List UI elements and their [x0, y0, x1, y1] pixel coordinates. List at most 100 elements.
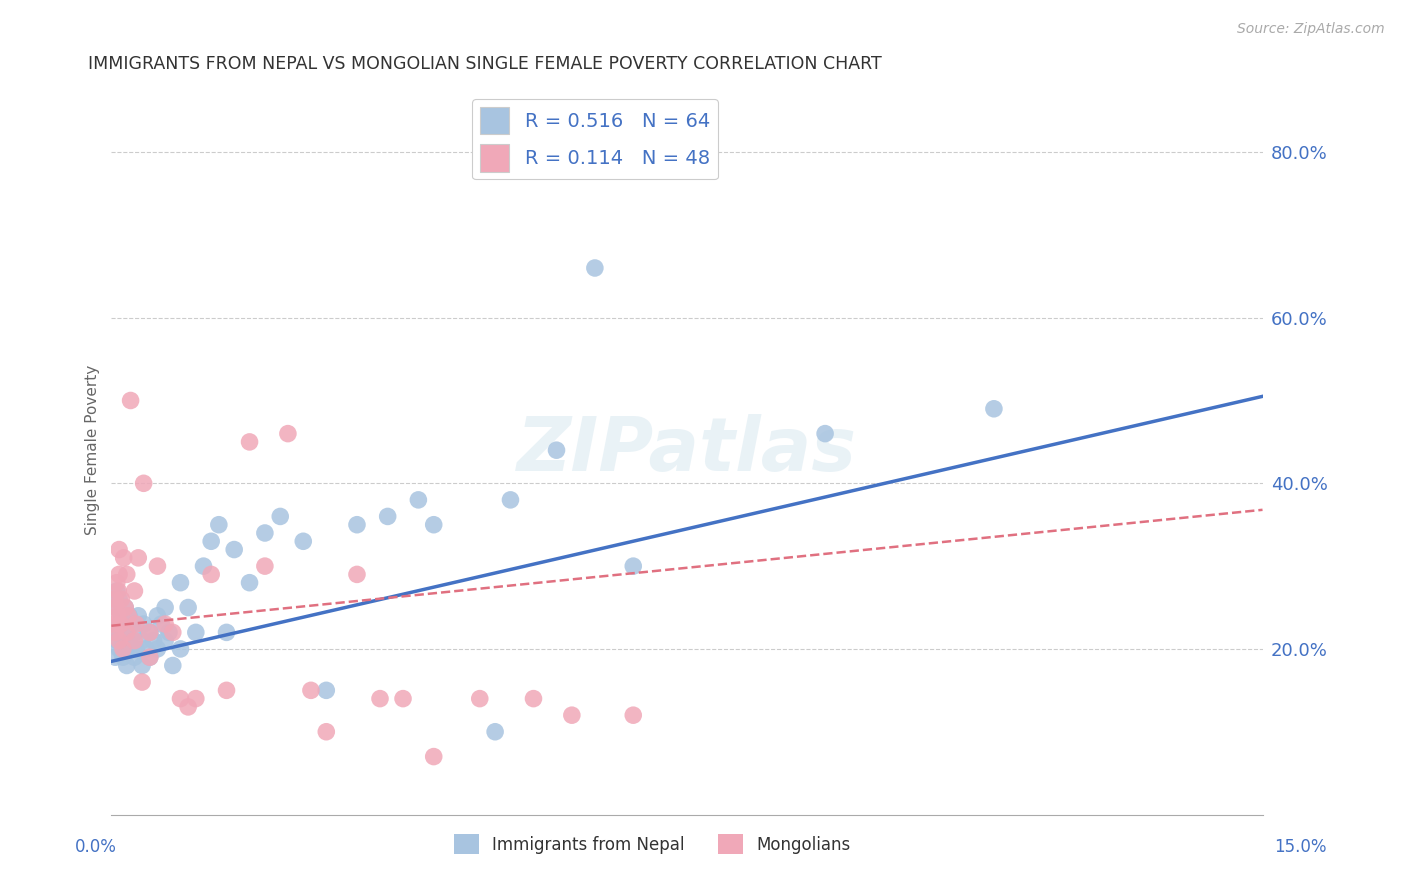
Point [127, 550, 149, 565]
Point [146, 608, 169, 623]
Point [200, 534, 222, 549]
Point [346, 517, 368, 532]
Point [408, 492, 430, 507]
Point [104, 625, 127, 640]
Point [315, 683, 337, 698]
Point [422, 749, 444, 764]
Point [238, 434, 260, 449]
Legend: R = 0.516   N = 64, R = 0.114   N = 48: R = 0.516 N = 64, R = 0.114 N = 48 [472, 99, 717, 179]
Text: Source: ZipAtlas.com: Source: ZipAtlas.com [1237, 22, 1385, 37]
Point [111, 642, 134, 657]
Point [169, 691, 191, 706]
Y-axis label: Single Female Poverty: Single Female Poverty [86, 365, 100, 535]
Point [135, 642, 157, 657]
Point [621, 708, 644, 723]
Point [153, 633, 176, 648]
Point [277, 426, 299, 441]
Point [146, 642, 169, 657]
Point [139, 625, 162, 640]
Text: ZIPatlas: ZIPatlas [517, 414, 858, 487]
Point [153, 617, 176, 632]
Point [124, 633, 146, 648]
Point [108, 617, 131, 632]
Point [177, 600, 200, 615]
Point [583, 260, 606, 275]
Point [468, 691, 491, 706]
Point [107, 633, 129, 648]
Point [124, 650, 146, 665]
Point [132, 476, 155, 491]
Point [105, 600, 128, 615]
Point [142, 633, 165, 648]
Point [157, 625, 180, 640]
Point [150, 617, 173, 632]
Point [224, 542, 246, 557]
Point [153, 600, 176, 615]
Point [104, 650, 127, 665]
Point [108, 592, 131, 607]
Point [120, 393, 142, 408]
Point [108, 567, 131, 582]
Point [117, 608, 139, 623]
Point [112, 617, 135, 632]
Point [184, 625, 207, 640]
Point [377, 509, 399, 524]
Point [193, 559, 215, 574]
Point [125, 642, 148, 657]
Point [269, 509, 291, 524]
Point [346, 567, 368, 582]
Point [132, 617, 155, 632]
Point [115, 625, 138, 640]
Point [814, 426, 837, 441]
Point [115, 625, 138, 640]
Point [127, 608, 149, 623]
Point [131, 658, 153, 673]
Point [253, 559, 276, 574]
Point [124, 625, 146, 640]
Point [108, 633, 131, 648]
Point [131, 675, 153, 690]
Text: 0.0%: 0.0% [75, 838, 117, 855]
Point [169, 575, 191, 590]
Point [162, 658, 184, 673]
Text: 15.0%: 15.0% [1274, 838, 1327, 855]
Point [169, 642, 191, 657]
Point [125, 617, 148, 632]
Point [104, 600, 127, 615]
Point [139, 625, 162, 640]
Point [103, 592, 125, 607]
Point [105, 584, 128, 599]
Point [621, 559, 644, 574]
Point [139, 650, 162, 665]
Point [111, 633, 134, 648]
Point [315, 724, 337, 739]
Point [115, 642, 138, 657]
Point [484, 724, 506, 739]
Point [561, 708, 583, 723]
Point [983, 401, 1005, 416]
Point [238, 575, 260, 590]
Point [368, 691, 391, 706]
Point [215, 683, 238, 698]
Point [139, 650, 162, 665]
Point [200, 567, 222, 582]
Point [105, 575, 128, 590]
Point [107, 608, 129, 623]
Point [120, 642, 142, 657]
Point [499, 492, 522, 507]
Point [115, 567, 138, 582]
Point [104, 625, 127, 640]
Point [184, 691, 207, 706]
Point [118, 608, 141, 623]
Point [114, 600, 136, 615]
Point [108, 542, 131, 557]
Point [422, 517, 444, 532]
Point [110, 625, 132, 640]
Point [108, 642, 131, 657]
Point [115, 658, 138, 673]
Point [131, 633, 153, 648]
Point [112, 550, 135, 565]
Point [146, 559, 169, 574]
Point [299, 683, 322, 698]
Point [522, 691, 544, 706]
